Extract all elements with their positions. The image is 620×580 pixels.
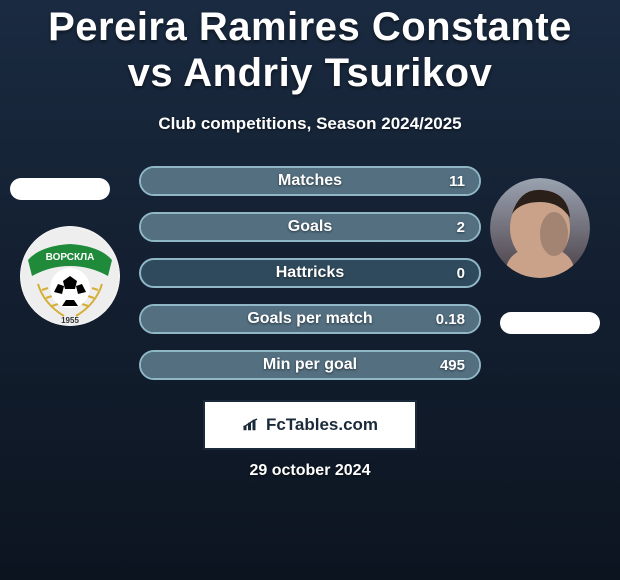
barchart-icon <box>242 418 260 432</box>
stat-row: Min per goal 495 <box>139 350 481 380</box>
page-title: Pereira Ramires Constante vs Andriy Tsur… <box>0 0 620 96</box>
stats-area: ВОРСКЛА 1955 <box>0 166 620 396</box>
player-photo-icon <box>490 178 590 278</box>
svg-text:ВОРСКЛА: ВОРСКЛА <box>46 252 95 263</box>
stat-rows: Matches 11 Goals 2 Hattricks 0 Goals per match… <box>139 166 481 380</box>
stat-value-right: 495 <box>440 357 465 374</box>
stat-value-right: 11 <box>449 173 465 190</box>
player-left-chip <box>10 178 110 200</box>
stat-label: Hattricks <box>276 264 344 282</box>
stat-value-right: 0 <box>457 265 465 282</box>
stat-row: Matches 11 <box>139 166 481 196</box>
footer-badge-text: FcTables.com <box>266 415 378 435</box>
stat-label: Matches <box>278 172 342 190</box>
stat-label: Min per goal <box>263 356 357 374</box>
player-left-avatar: ВОРСКЛА 1955 <box>20 226 120 326</box>
club-crest-icon: ВОРСКЛА 1955 <box>20 226 120 326</box>
stat-label: Goals <box>288 218 332 236</box>
footer-badge[interactable]: FcTables.com <box>203 400 417 450</box>
stat-label: Goals per match <box>247 310 372 328</box>
stat-row: Goals per match 0.18 <box>139 304 481 334</box>
stat-value-right: 2 <box>457 219 465 236</box>
stat-row: Hattricks 0 <box>139 258 481 288</box>
player-right-avatar <box>490 178 590 278</box>
stat-row: Goals 2 <box>139 212 481 242</box>
subtitle: Club competitions, Season 2024/2025 <box>0 114 620 134</box>
player-right-chip <box>500 312 600 334</box>
date-text: 29 october 2024 <box>0 462 620 480</box>
svg-text:1955: 1955 <box>61 316 79 325</box>
stat-value-right: 0.18 <box>436 311 465 328</box>
comparison-card: Pereira Ramires Constante vs Andriy Tsur… <box>0 0 620 580</box>
